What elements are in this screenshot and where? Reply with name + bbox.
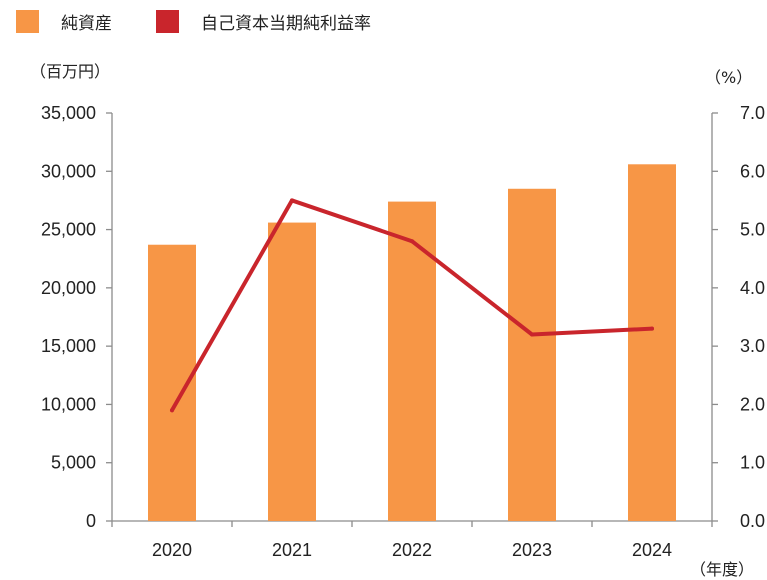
right-axis-unit: （%） xyxy=(705,68,753,87)
right-axis-tick-label: 0.0 xyxy=(740,511,765,531)
point-roe-2020 xyxy=(170,408,174,413)
chart-legend: 純資産 自己資本当期純利益率 xyxy=(16,6,415,36)
legend-swatch-net-assets xyxy=(16,9,39,33)
legend-label-net-assets: 純資産 xyxy=(61,13,112,34)
left-axis-tick-label: 30,000 xyxy=(41,161,96,181)
x-axis-tick-label: 2022 xyxy=(392,540,432,560)
left-axis-tick-label: 35,000 xyxy=(41,103,96,123)
x-axis-unit: （年度） xyxy=(690,560,755,579)
bar-net-assets-2022 xyxy=(388,201,436,521)
right-axis-tick-label: 3.0 xyxy=(740,336,765,356)
legend-label-roe: 自己資本当期純利益率 xyxy=(201,13,371,34)
point-roe-2023 xyxy=(530,332,534,337)
x-axis-tick-label: 2021 xyxy=(272,540,312,560)
left-axis-tick-label: 10,000 xyxy=(41,394,96,414)
right-axis-tick-label: 5.0 xyxy=(740,220,765,240)
left-axis-tick-label: 0 xyxy=(86,511,96,531)
x-axis-tick-label: 2020 xyxy=(152,540,192,560)
legend-item-roe: 自己資本当期純利益率 xyxy=(156,9,371,34)
left-axis-tick-label: 5,000 xyxy=(51,453,96,473)
legend-item-net-assets: 純資産 xyxy=(16,9,112,34)
right-axis-tick-label: 7.0 xyxy=(740,103,765,123)
bar-net-assets-2021 xyxy=(268,222,316,521)
x-axis-tick-label: 2024 xyxy=(632,540,672,560)
x-axis-tick-label: 2023 xyxy=(512,540,552,560)
right-axis-tick-label: 4.0 xyxy=(740,278,765,298)
bar-net-assets-2024 xyxy=(628,164,676,521)
point-roe-2021 xyxy=(290,198,294,203)
left-axis-tick-label: 20,000 xyxy=(41,278,96,298)
legend-swatch-roe xyxy=(156,9,179,33)
right-axis-tick-label: 2.0 xyxy=(740,394,765,414)
right-axis-tick-label: 1.0 xyxy=(740,453,765,473)
left-axis-tick-label: 25,000 xyxy=(41,220,96,240)
bar-net-assets-2023 xyxy=(508,188,556,521)
point-roe-2022 xyxy=(410,239,414,244)
left-axis-unit: （百万円） xyxy=(30,62,111,81)
left-axis-tick-label: 15,000 xyxy=(41,336,96,356)
right-axis-tick-label: 6.0 xyxy=(740,161,765,181)
point-roe-2024 xyxy=(650,326,654,331)
